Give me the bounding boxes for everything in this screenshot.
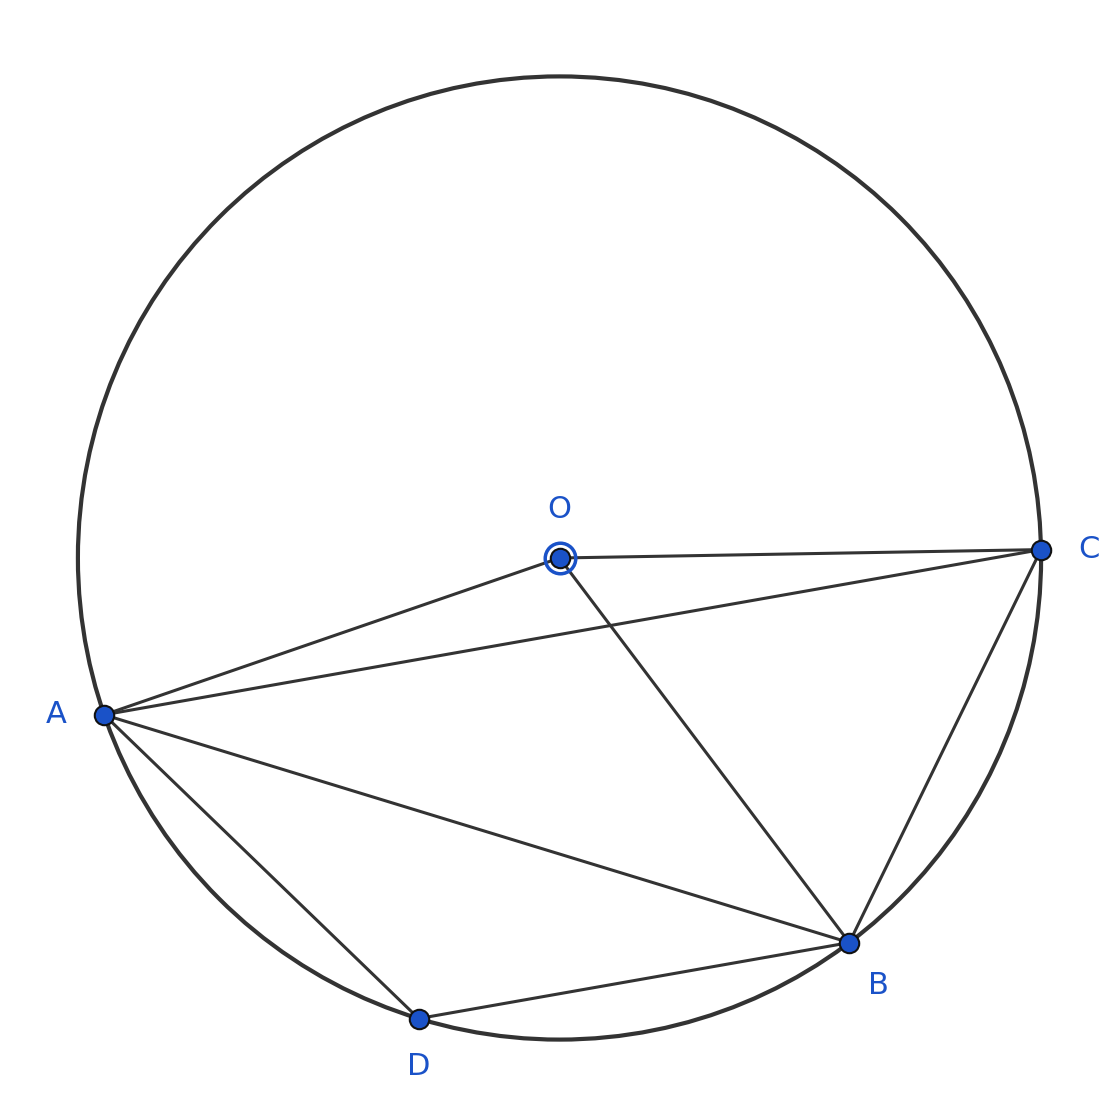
Text: O: O	[547, 496, 572, 525]
Text: C: C	[1079, 535, 1100, 564]
Text: D: D	[407, 1052, 431, 1081]
Text: B: B	[868, 971, 888, 1000]
Text: A: A	[46, 701, 66, 729]
